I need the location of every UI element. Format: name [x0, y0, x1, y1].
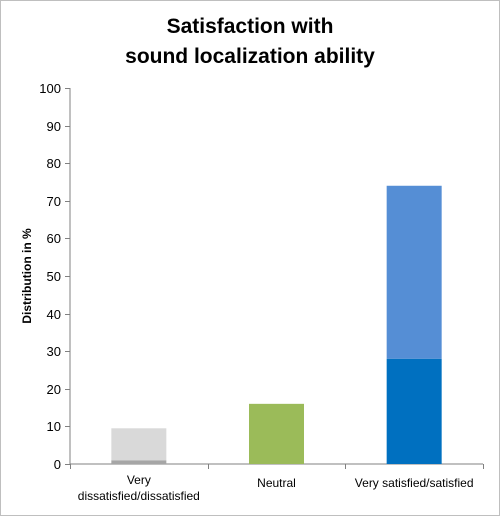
x-category-label: Very satisfied/satisfied — [355, 476, 474, 490]
x-category-label: dissatisfied/dissatisfied — [78, 489, 200, 503]
y-tick-label: 0 — [54, 457, 61, 472]
y-tick-label: 80 — [47, 156, 61, 171]
chart-title-line-2: sound localization ability — [125, 45, 375, 68]
x-category-label: Neutral — [257, 476, 296, 490]
x-category-label: Very — [127, 473, 151, 487]
bar-segment — [249, 403, 304, 464]
y-tick-label: 100 — [39, 81, 61, 96]
y-tick-label: 60 — [47, 231, 61, 246]
y-tick-label: 70 — [47, 194, 61, 209]
bar-segment — [386, 358, 442, 464]
y-tick-label: 50 — [47, 269, 61, 284]
y-tick-label: 30 — [47, 344, 61, 359]
chart-title: Satisfaction with sound localization abi… — [0, 12, 500, 72]
y-axis-title: Distribution in % — [20, 228, 34, 324]
bars — [111, 185, 442, 464]
y-tick-label: 20 — [47, 382, 61, 397]
chart-title-line-1: Satisfaction with — [166, 15, 334, 38]
bar-segment — [111, 428, 167, 461]
y-tick-label: 10 — [47, 419, 61, 434]
bar-segment — [386, 185, 442, 359]
labels: 0 10 20 30 40 50 60 70 80 90 100 Very dissatisfied/d… — [20, 81, 474, 503]
y-tick-label: 40 — [47, 307, 61, 322]
bar-segment — [111, 460, 167, 464]
y-tick-label: 90 — [47, 119, 61, 134]
